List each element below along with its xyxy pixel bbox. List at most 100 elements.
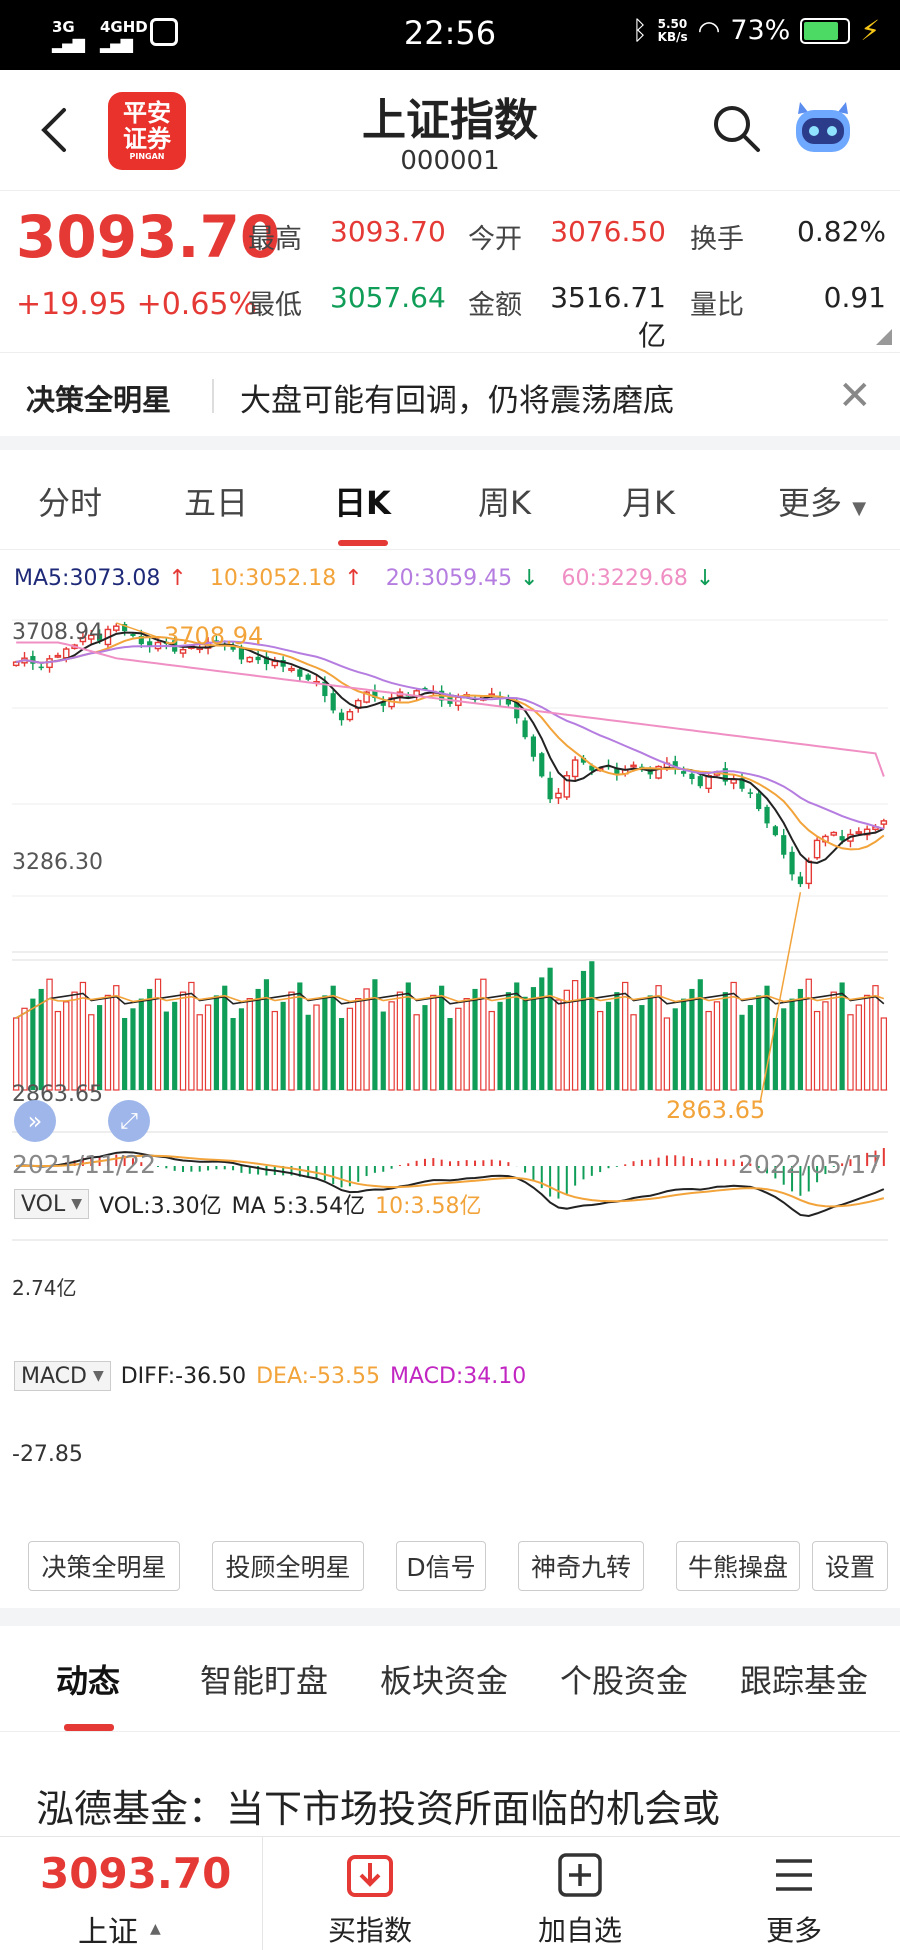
ma-legend: MA5:3073.08 ↑ 10:3052.18 ↑ 20:3059.45 ↓ 60:… [14,566,730,591]
candle-body [122,624,128,632]
volume-bar [530,987,537,1090]
tab-daily-k[interactable]: 日K [334,484,391,522]
tab-intraday[interactable]: 分时 [38,484,103,522]
vol-value: VOL:3.30亿 [99,1194,222,1219]
volume-bar [363,988,370,1091]
volume-bar [539,977,545,1090]
volume-bar [439,985,445,1090]
ma60-value: 60:3229.68 ↓ [561,566,715,591]
volume-bar [455,1007,462,1091]
volume-bar [764,985,770,1090]
volume-bar [639,1005,645,1090]
volume-bar [880,1017,888,1091]
tab-smart-watch[interactable]: 智能盯盘 [200,1662,329,1700]
search-icon[interactable] [708,100,764,156]
volume-bar [789,998,795,1090]
candle-body [739,778,745,789]
volume-bar [12,1017,20,1091]
vol-ma5: MA 5:3.54亿 [231,1194,366,1219]
news-item-title[interactable]: 泓德基金：当下市场投资所面临的机会或 [36,1787,721,1831]
magic-nine-button[interactable]: 神奇九转 [518,1541,644,1591]
volume-bar [280,1001,286,1090]
tab-stock-funds[interactable]: 个股资金 [560,1662,689,1700]
candle-body [530,736,537,757]
candle-body [112,625,120,631]
candle-body [580,757,587,763]
expand-corner-icon[interactable] [876,329,892,345]
volume-bar [104,994,112,1091]
volume-bar [113,985,120,1091]
candle-body [147,641,153,647]
volume-bar [380,1011,386,1090]
fullscreen-icon[interactable]: ⤢ [108,1100,150,1142]
candle-body [30,656,36,664]
candle-body [863,828,871,836]
tab-news[interactable]: 动态 [56,1662,121,1700]
candle-body [797,876,803,885]
volume-bar [622,981,629,1091]
start-date: 2021/11/22 [12,1150,157,1179]
tab-tracking-funds[interactable]: 跟踪基金 [740,1662,869,1700]
battery-icon [800,17,851,44]
expand-left-icon[interactable]: » [14,1100,56,1142]
volume-bar [822,1001,829,1091]
volume-bar [54,1010,62,1091]
close-icon[interactable]: ✕ [838,373,872,419]
bottom-price[interactable]: 3093.70 [40,1849,232,1898]
volume-bar [689,988,695,1090]
candle-body [539,753,545,777]
volume-bar [88,1014,95,1091]
signal-icon: ▂▄▆ [52,34,85,53]
more-button[interactable]: 更多 [734,1851,854,1949]
y-axis-max-label: 3708.94 [12,620,103,645]
macd-value: MACD:34.10 [389,1363,527,1389]
bottom-nav: 3093.70 上证 ▲ 买指数 加自选 更多 [0,1836,900,1950]
tab-five-day[interactable]: 五日 [184,484,249,522]
buy-index-button[interactable]: 买指数 [310,1851,430,1949]
volume-bar [505,992,511,1090]
tab-more[interactable]: 更多 ▼ [778,484,867,522]
download-icon [347,1855,393,1897]
volume-bar [722,992,728,1090]
add-watchlist-button[interactable]: 加自选 [520,1851,640,1949]
caret-down-icon: ▼ [92,1368,104,1384]
ma5-line [15,631,885,864]
macd-histogram [16,1148,885,1217]
decision-allstar-button[interactable]: 决策全明星 [28,1541,180,1591]
back-button[interactable] [30,100,80,160]
volume-bar [138,998,144,1090]
y-axis-mid-label: 3286.30 [12,850,103,875]
candle-body [372,690,378,699]
decision-bar[interactable]: 决策全明星 大盘可能有回调，仍将震荡磨底 ✕ [0,352,900,436]
active-tab-indicator [64,1724,114,1731]
volume-bar [130,1008,136,1090]
tab-weekly-k[interactable]: 周K [478,484,531,522]
robot-assistant-icon[interactable] [790,96,856,156]
kline-chart[interactable] [0,600,900,1540]
volume-bar [497,1001,503,1090]
advisor-allstar-button[interactable]: 投顾全明星 [212,1541,364,1591]
candle-body [655,765,662,779]
volume-bar [246,998,253,1091]
candle-body [138,635,144,645]
volume-bar [756,995,762,1090]
tab-monthly-k[interactable]: 月K [622,484,675,522]
ratio-value: 0.91 [823,281,886,314]
open-value: 3076.50 [550,215,666,248]
volume-bar [472,988,478,1090]
vol-selector[interactable]: VOL ▼ [14,1189,90,1219]
volume-bar [388,1001,395,1091]
volume-bar [681,998,687,1090]
index-switcher[interactable]: 上证 ▲ [78,1915,161,1950]
bull-bear-button[interactable]: 牛熊操盘 [676,1541,800,1591]
d-signal-button[interactable]: D信号 [396,1541,486,1591]
low-label: 最低 [248,290,302,321]
macd-selector[interactable]: MACD ▼ [14,1361,111,1391]
volume-bar [563,989,570,1091]
volume-bar [97,1005,103,1090]
volume-bar [614,992,620,1090]
settings-button[interactable]: 设置 [812,1541,888,1591]
signal-icon-2: ▂▄▆ [100,34,133,53]
tab-sector-funds[interactable]: 板块资金 [380,1662,509,1700]
volume-bar [655,985,662,1091]
